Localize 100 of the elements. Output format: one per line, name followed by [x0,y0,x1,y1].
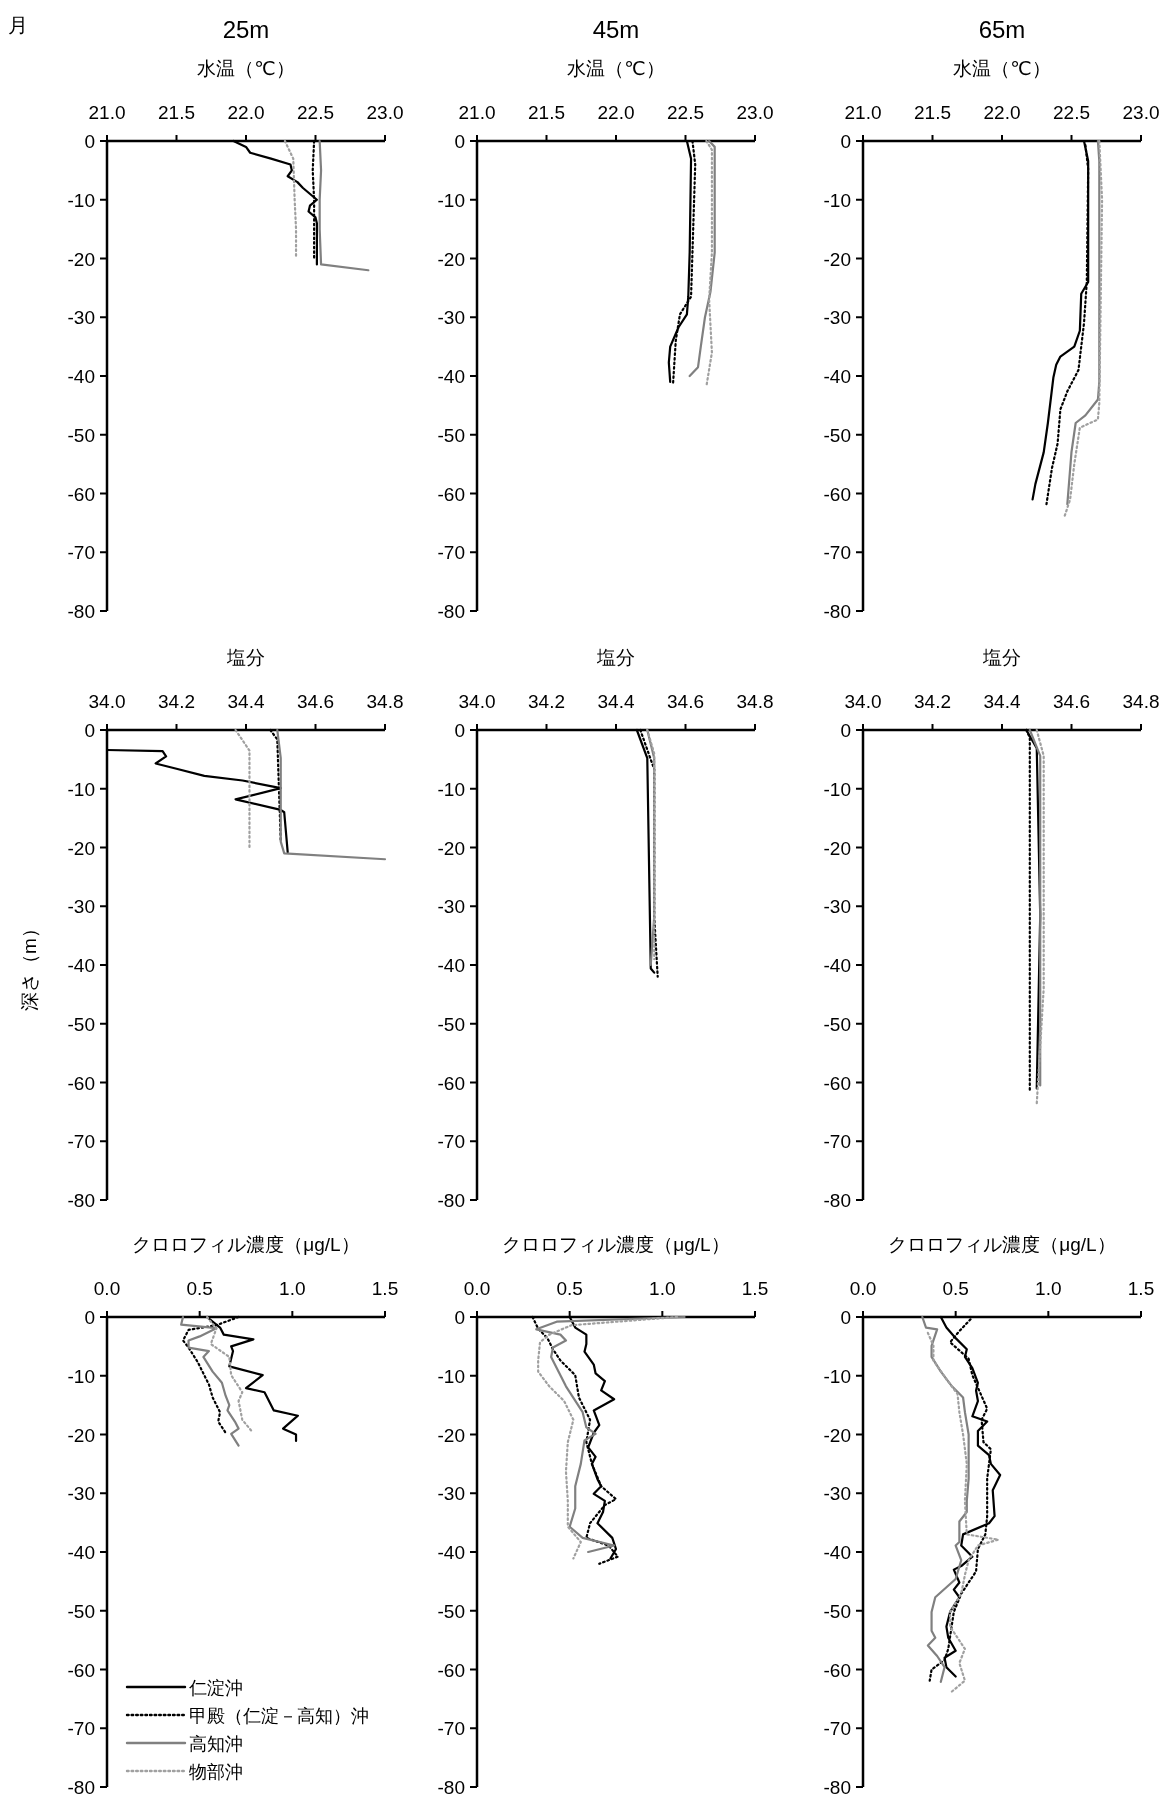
line-series [705,139,714,388]
y-tick-label: -80 [67,1190,95,1211]
x-tick-label: 0.0 [463,1278,491,1299]
y-tick-label: 0 [840,720,851,741]
y-tick-label: -70 [823,1131,851,1153]
x-tick-label: 1.5 [371,1278,399,1299]
y-tick-label: -70 [823,1718,851,1740]
y-tick-label: -30 [437,307,465,329]
x-tick-label: 0.5 [942,1278,969,1299]
x-axis-title: クロロフィル濃度（μg/L） [132,1234,360,1255]
y-tick-label: -70 [823,542,851,564]
y-tick-label: -80 [823,1190,851,1211]
y-tick-label: -50 [437,1013,465,1035]
y-tick-label: -30 [823,896,851,918]
y-tick-label: -10 [823,189,851,211]
y-tick-label: -50 [437,1600,465,1622]
x-tick-label: 22.0 [227,102,265,123]
y-tick-label: 0 [840,131,851,152]
x-tick-label: 34.8 [736,691,774,712]
y-tick-label: 0 [454,1307,465,1328]
y-tick-label: -20 [823,1424,851,1446]
y-tick-label: -40 [67,955,95,976]
y-tick-label: 0 [454,720,465,741]
x-tick-label: 1.0 [1035,1278,1062,1299]
y-tick-label: -30 [67,1483,95,1505]
y-tick-label: -80 [67,1777,95,1798]
y-tick-label: -30 [437,1483,465,1505]
line-series [205,1315,253,1433]
x-tick-label: 23.0 [736,102,774,123]
x-tick-label: 21.5 [158,102,195,123]
y-tick-label: -20 [67,837,95,859]
legend-label: 物部沖 [189,1762,243,1782]
y-tick-label: -20 [67,1424,95,1446]
legend-label: 甲殿（仁淀－高知）沖 [189,1706,369,1726]
x-axis-title: 塩分 [596,647,635,668]
x-tick-label: 34.2 [158,691,195,712]
x-tick-label: 1.5 [741,1278,769,1299]
y-tick-label: -50 [823,1600,851,1622]
line-series [1063,139,1104,518]
x-tick-label: 21.0 [88,102,126,123]
y-tick-label: -10 [67,1365,95,1387]
line-series [1035,728,1045,1105]
x-axis-title: クロロフィル濃度（μg/L） [888,1234,1116,1255]
y-tick-label: -50 [437,424,465,446]
y-tick-label: -30 [823,1483,851,1505]
y-tick-label: -10 [823,778,851,800]
line-series [283,139,298,260]
y-tick-label: -10 [823,1365,851,1387]
y-tick-label: -10 [437,778,465,800]
x-tick-label: 23.0 [1122,102,1160,123]
x-axis-title: 水温（℃） [567,58,665,79]
x-axis-title: クロロフィル濃度（μg/L） [502,1234,730,1255]
x-tick-label: 21.0 [458,102,496,123]
x-tick-label: 22.5 [297,102,334,123]
y-tick-label: -50 [67,1013,95,1035]
y-tick-label: -40 [67,366,95,387]
x-tick-label: 0.0 [93,1278,121,1299]
x-axis-title: 塩分 [226,647,265,668]
line-series [318,139,370,272]
y-tick-label: -30 [67,307,95,329]
y-tick-label: -40 [437,366,465,387]
y-tick-label: -30 [823,307,851,329]
chart-title: 65m [978,16,1026,43]
chart-title: 25m [222,16,270,43]
y-tick-label: -40 [437,1542,465,1563]
y-tick-label: -80 [823,1777,851,1798]
y-tick-label: -20 [437,837,465,859]
line-series [688,139,716,378]
x-tick-label: 34.6 [297,691,334,712]
y-tick-label: -10 [437,1365,465,1387]
legend-label: 仁淀沖 [188,1678,243,1698]
y-tick-label: -60 [437,1659,465,1681]
line-series [1066,139,1101,506]
y-tick-label: -40 [823,366,851,387]
x-tick-label: 34.0 [458,691,496,712]
x-axis-title: 水温（℃） [197,58,295,79]
legend-label: 高知沖 [189,1734,243,1754]
x-tick-label: 34.8 [366,691,404,712]
x-tick-label: 34.4 [983,691,1021,712]
y-tick-label: -10 [67,189,95,211]
y-tick-label: -80 [67,601,95,622]
y-tick-label: -20 [823,248,851,270]
x-tick-label: 22.5 [667,102,704,123]
x-tick-label: 0.0 [849,1278,877,1299]
y-tick-label: -60 [67,483,95,505]
x-tick-label: 22.0 [983,102,1021,123]
x-tick-label: 22.0 [597,102,635,123]
y-tick-label: -30 [67,896,95,918]
y-tick-label: -70 [437,1718,465,1740]
y-tick-label: -40 [823,1542,851,1563]
y-tick-label: -20 [437,1424,465,1446]
y-tick-label: -80 [437,1190,465,1211]
y-tick-label: -30 [437,896,465,918]
y-tick-label: -50 [823,424,851,446]
x-tick-label: 1.0 [279,1278,306,1299]
x-tick-label: 1.5 [1127,1278,1155,1299]
y-tick-label: -50 [823,1013,851,1035]
y-tick-label: -60 [823,1072,851,1094]
y-tick-label: -10 [437,189,465,211]
text: 月 [8,14,28,36]
